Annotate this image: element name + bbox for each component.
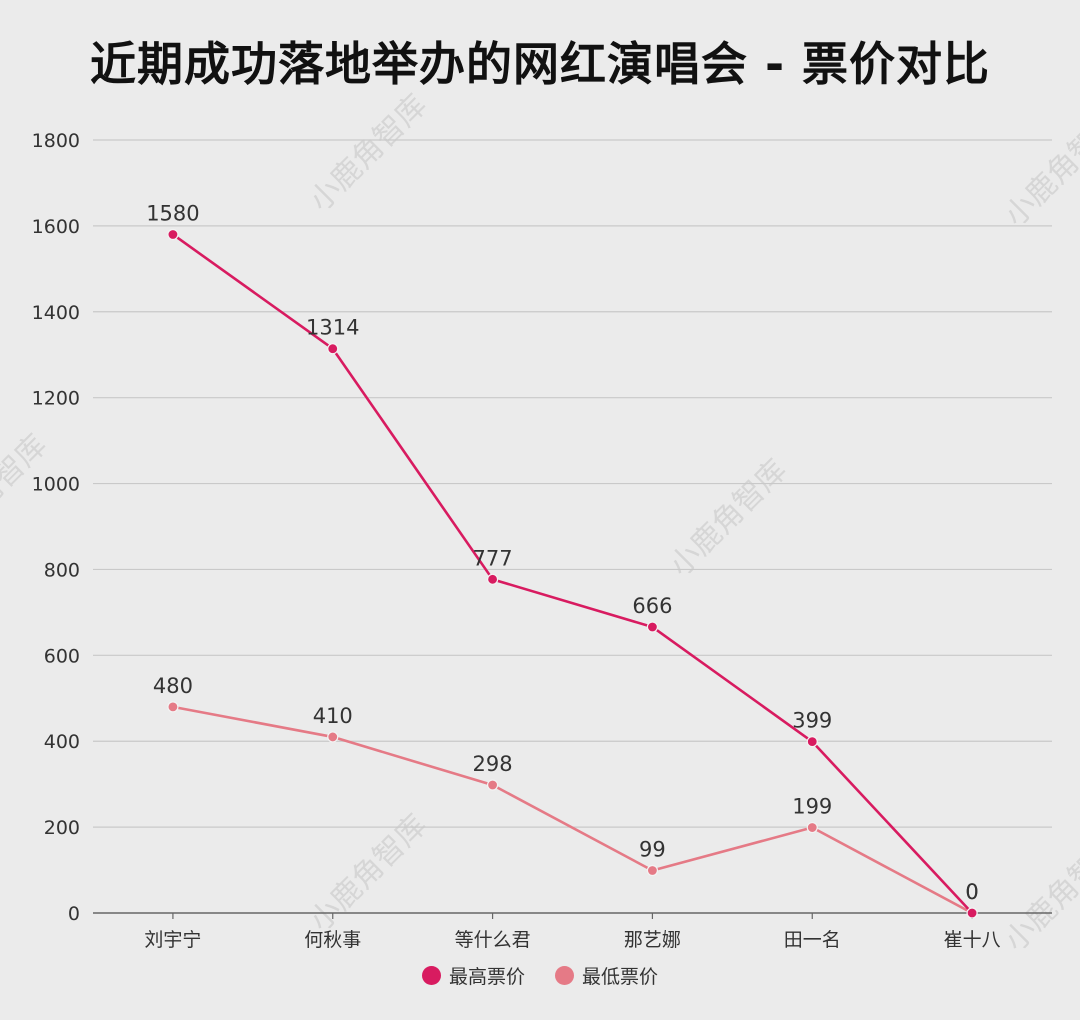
series-line-min bbox=[172, 705, 973, 915]
series-layer bbox=[167, 228, 978, 919]
y-tick-label: 200 bbox=[44, 817, 80, 839]
legend-item-min[interactable]: 最低票价 bbox=[555, 962, 658, 989]
data-point-max bbox=[327, 343, 339, 355]
y-tick-label: 1400 bbox=[32, 302, 80, 324]
legend-item-max[interactable]: 最高票价 bbox=[421, 962, 525, 989]
y-tick-label: 1200 bbox=[32, 388, 80, 410]
x-tick-label: 那艺娜 bbox=[624, 929, 681, 951]
watermark-text: 小鹿角智库 bbox=[998, 103, 1080, 234]
x-tick-label: 刘宇宁 bbox=[144, 929, 201, 951]
data-point-max bbox=[966, 907, 978, 919]
data-point-min bbox=[806, 821, 818, 834]
series-line-max bbox=[172, 233, 974, 914]
y-axis: 0 200 400 600 800 1000 1200 1400 1600 1800 bbox=[32, 130, 80, 925]
legend-swatch-max bbox=[421, 966, 441, 985]
data-point-max bbox=[646, 621, 659, 633]
x-tick-label: 何秋事 bbox=[304, 929, 361, 951]
data-label-min: 0 bbox=[965, 880, 978, 904]
y-tick-label: 1000 bbox=[32, 474, 80, 496]
gridlines bbox=[93, 139, 1052, 828]
data-label-min: 410 bbox=[313, 704, 353, 728]
legend-swatch-min bbox=[555, 966, 574, 985]
data-label-min: 99 bbox=[639, 837, 666, 861]
x-tick-label: 田一名 bbox=[784, 929, 841, 951]
chart-title: 近期成功落地举办的网红演唱会 - 票价对比 bbox=[89, 37, 991, 91]
data-point-min bbox=[167, 701, 179, 713]
y-tick-label: 1800 bbox=[32, 130, 80, 152]
data-point-min bbox=[646, 864, 659, 877]
y-tick-label: 800 bbox=[44, 559, 80, 581]
data-label-max: 1314 bbox=[306, 316, 359, 340]
data-label-max: 399 bbox=[792, 709, 832, 733]
watermark-text: 小鹿角智库 bbox=[663, 453, 794, 584]
x-axis: 刘宇宁 何秋事 等什么君 那艺娜 田一名 崔十八 bbox=[93, 912, 1052, 951]
data-point-max bbox=[806, 736, 818, 748]
legend: 最高票价 最低票价 bbox=[0, 962, 1080, 989]
x-tick-label: 等什么君 bbox=[455, 929, 531, 951]
data-label-min: 480 bbox=[153, 674, 193, 698]
data-point-max bbox=[486, 573, 499, 585]
data-point-max bbox=[167, 228, 179, 241]
legend-label-max: 最高票价 bbox=[448, 966, 525, 988]
watermark-text: 小鹿角智库 bbox=[303, 88, 434, 219]
y-tick-label: 1600 bbox=[32, 216, 80, 238]
data-label-min: 298 bbox=[473, 752, 513, 776]
data-label-min: 199 bbox=[792, 795, 832, 819]
x-tick-label: 崔十八 bbox=[944, 929, 1001, 951]
legend-label-min: 最低票价 bbox=[582, 966, 659, 988]
y-tick-label: 600 bbox=[44, 645, 80, 667]
data-label-max: 0 bbox=[965, 880, 978, 904]
data-point-min bbox=[486, 779, 499, 791]
data-label-max: 777 bbox=[473, 546, 513, 570]
y-tick-label: 400 bbox=[44, 731, 80, 753]
data-label-max: 1580 bbox=[146, 201, 199, 225]
data-label-max: 666 bbox=[632, 594, 672, 618]
y-tick-label: 0 bbox=[68, 903, 80, 925]
data-point-min bbox=[327, 731, 339, 743]
watermark-text: 小鹿角智库 bbox=[998, 828, 1080, 959]
